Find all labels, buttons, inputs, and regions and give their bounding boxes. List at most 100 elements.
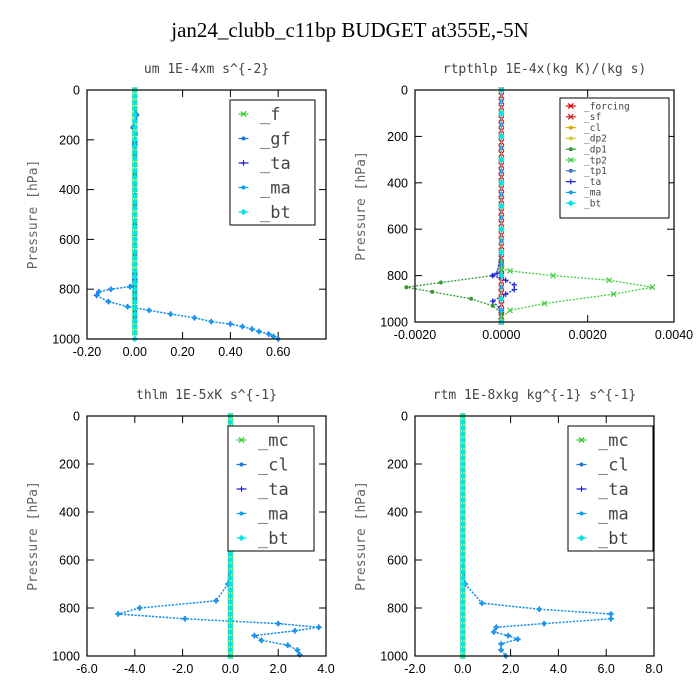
y-tick-label: 200 [387,130,408,144]
series-point [459,568,466,576]
legend-label: _f [260,105,280,125]
series-point [168,312,173,317]
series-point-stroke [550,272,557,279]
series-point [192,315,197,320]
series-point [459,592,466,600]
series-point [227,418,234,426]
series-point [438,280,443,285]
series-point-stroke [506,267,513,274]
panel-1: um 1E-4xm s^{-2} Pressure [hPa] -0.20 0.00 0… [26,62,327,359]
series-point [227,646,234,654]
plot-frame [86,415,327,657]
panel-3: thlm 1E-5xK s^{-1} Pressure [hPa] -6.0 -4.0… [26,388,335,676]
series-point [131,279,138,287]
x-tick-label: -6.0 [76,662,98,676]
series-point [131,149,138,156]
series-point [490,303,495,308]
series-point [249,327,254,332]
y-axis-label: Pressure [hPa] [26,481,41,591]
series-point [227,556,234,564]
series-point [459,496,466,504]
series-point-stroke [649,284,656,291]
series-point [498,272,505,279]
x-tick-label: 4.0 [317,662,334,676]
series-point [131,211,138,218]
series-point [227,610,234,618]
series-point [227,622,234,630]
x-tick-label: -2.0 [172,662,194,676]
series-point [131,198,138,206]
series-point [131,298,138,305]
legend-marker [240,208,247,216]
x-tick-label: -2.0 [404,662,426,676]
x-tick-label: 0.0 [222,662,239,676]
panel-title: thlm 1E-5xK s^{-1} [136,388,277,403]
series-point [227,634,234,642]
series-point [498,226,505,233]
series-point [131,186,138,193]
legend-label: _bt [258,529,289,549]
series-point [498,133,505,140]
series-point [131,161,138,168]
series-point [459,634,466,642]
legend-marker [579,511,584,516]
series-point [459,436,466,444]
series-point [459,502,466,510]
series-point [266,332,271,337]
series-point [499,648,504,652]
series-line [95,90,279,340]
x-tick-label: 8.0 [645,662,662,676]
legend-marker-stroke [567,113,574,120]
series-point [131,242,138,249]
series-point [131,142,138,150]
y-tick-label: 0 [401,84,408,98]
series-point [459,616,466,624]
x-tick-label: 0.20 [170,345,194,359]
series-point [131,192,138,200]
legend-marker [238,534,245,542]
series-point [131,292,138,299]
legend-label: _mc [598,431,629,451]
series-point [459,520,466,528]
y-tick-label: 800 [387,602,408,616]
x-tick-label: 4.0 [550,662,567,676]
legend-marker [568,136,573,141]
series-point [131,130,138,137]
x-tick-label: 0.40 [218,345,242,359]
legend-marker-stroke [238,436,245,444]
legend-label: _ta [584,177,601,188]
series-point [131,323,138,330]
legend-label: _ma [598,504,629,524]
series-point [131,267,138,274]
y-tick-label: 400 [387,506,408,520]
series-point [131,111,138,119]
y-tick-label: 0 [401,410,408,424]
x-tick-label: -4.0 [124,662,146,676]
series-point [227,628,234,636]
series-point [227,592,234,600]
y-axis-label: Pressure [hPa] [354,151,369,261]
series-point [116,612,121,616]
series-point [542,621,547,626]
series-point [459,484,466,492]
series-point [459,418,466,426]
legend: _mc _cl _ta _ma _bt [567,425,654,552]
series-point [240,324,245,329]
series-point [459,472,466,480]
series-point [494,625,499,630]
series-dp1 [404,88,504,324]
plot-frame [414,415,655,657]
series-point [131,317,138,324]
legend-marker-stroke [240,110,247,118]
y-tick-label: 200 [387,458,408,472]
y-tick-label: 0 [73,84,80,98]
series-point [316,625,321,630]
series-point [459,544,466,552]
series-point-stroke [606,277,613,284]
series-point [459,430,466,438]
series-point [498,249,505,256]
figure-title: jan24_clubb_c11bp BUDGET at355E,-5N [171,18,529,42]
x-tick-label: 0.0000 [482,328,520,342]
series-point [459,574,466,582]
